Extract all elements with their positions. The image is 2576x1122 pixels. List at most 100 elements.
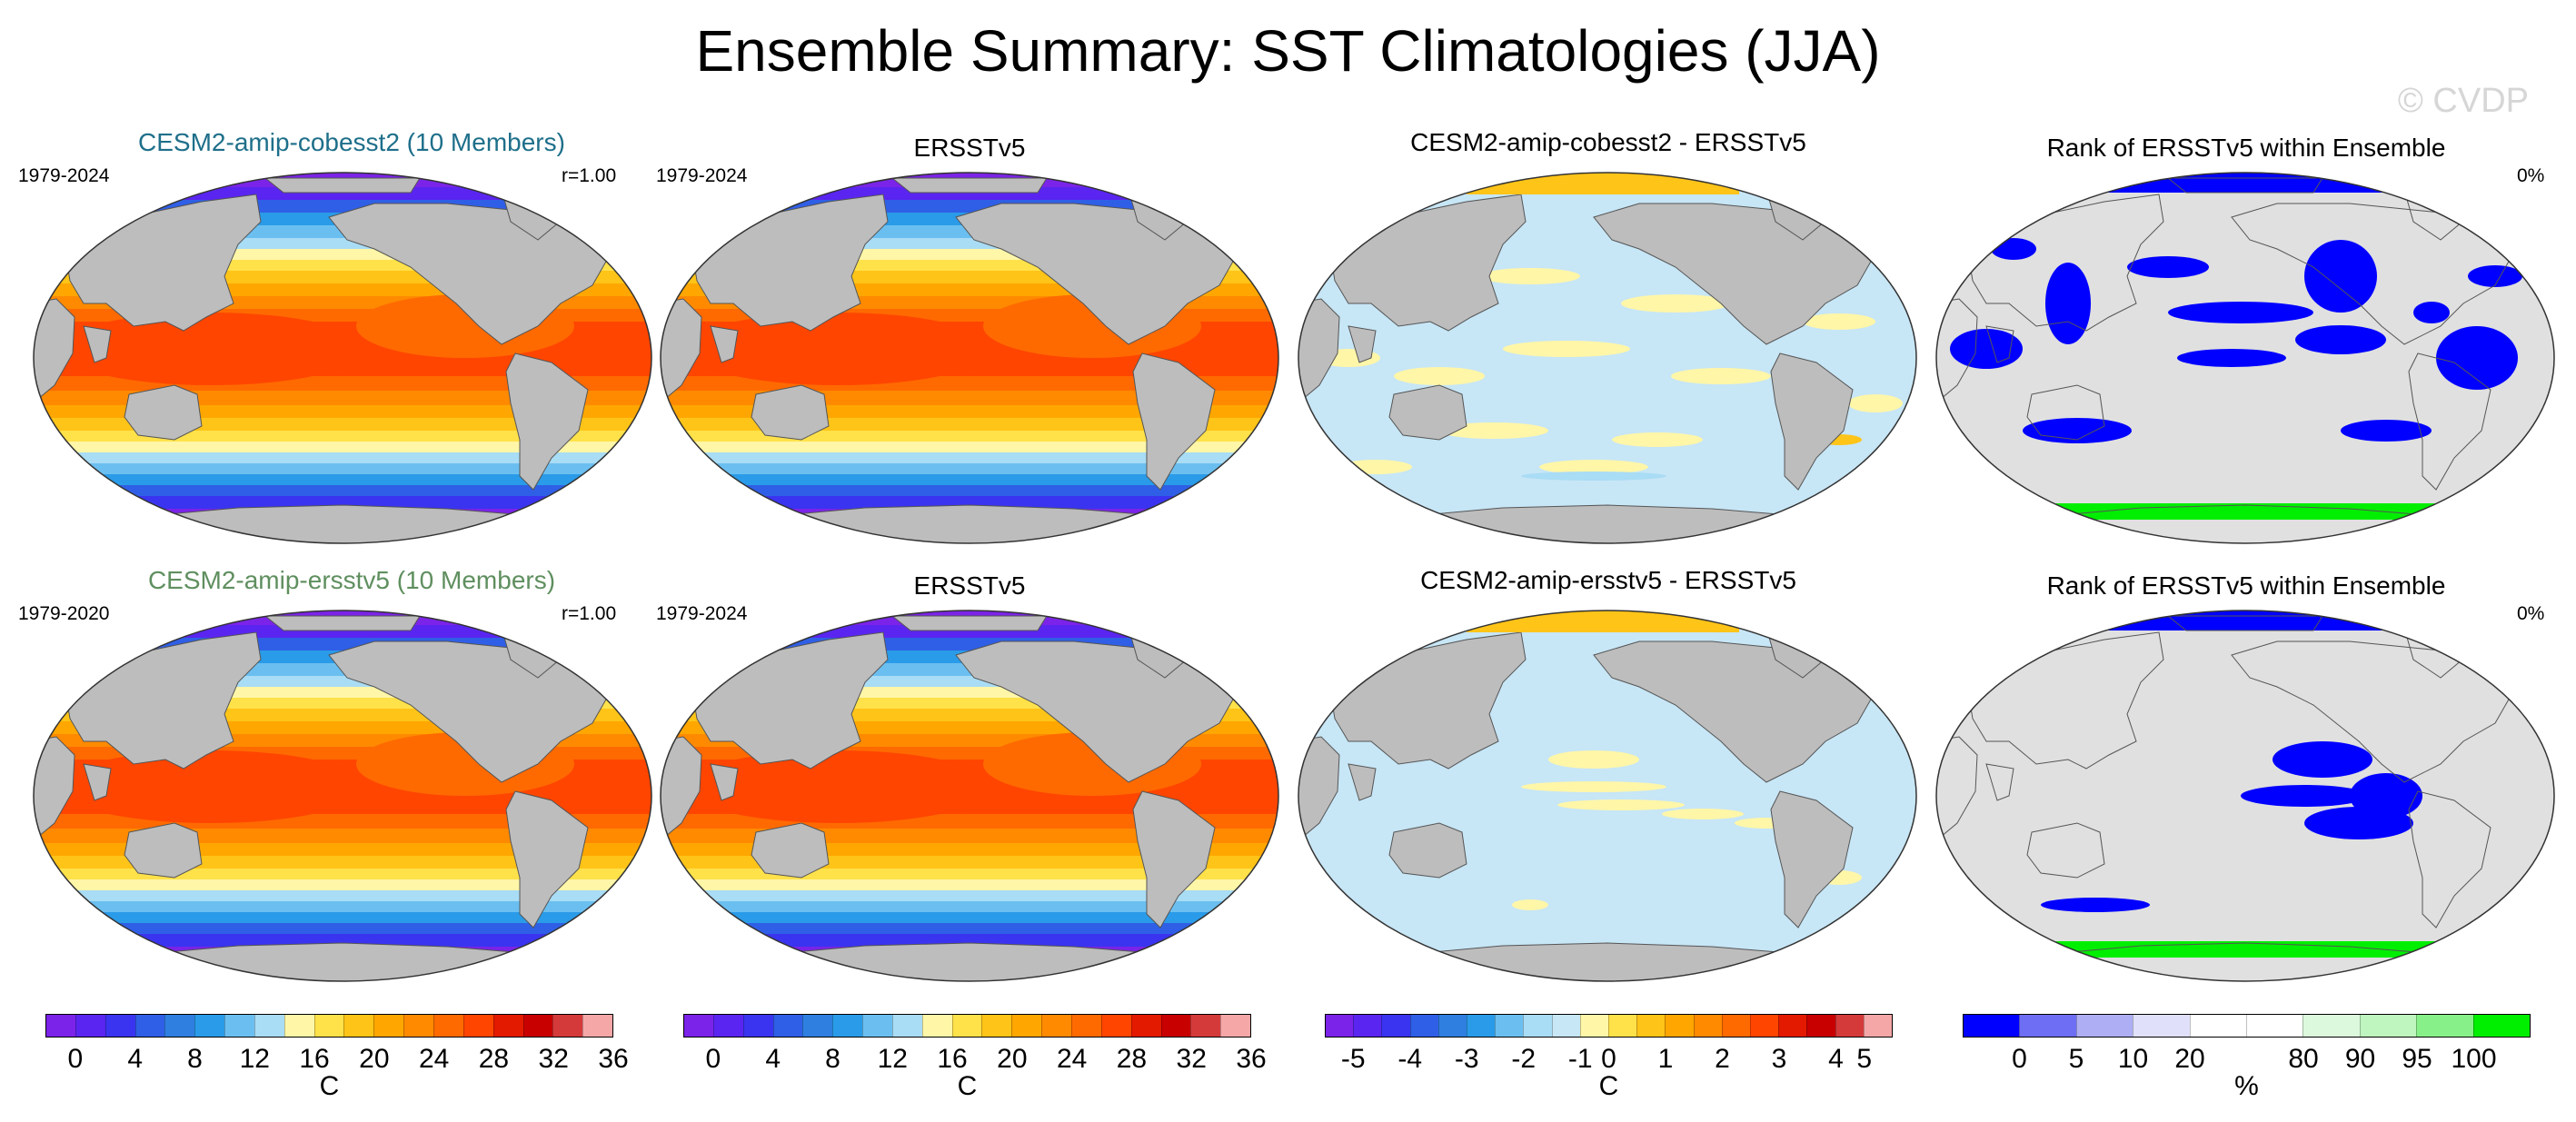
colorbar-temp-1-tick: 32 <box>538 1044 569 1074</box>
land-mass <box>710 325 739 363</box>
sst-band <box>661 463 1278 474</box>
rank-low-region <box>1986 611 2513 631</box>
colorbar-swatch <box>46 1015 75 1037</box>
sst-band <box>34 934 651 947</box>
colorbar-temp-1-tick: 0 <box>67 1044 84 1074</box>
colorbar-temp-2-tick: 16 <box>937 1044 968 1074</box>
land-mass <box>328 640 612 783</box>
colorbar-swatch <box>552 1015 583 1037</box>
land-mass <box>2026 384 2105 441</box>
land-mass <box>2231 203 2514 345</box>
map-border <box>1935 610 2555 982</box>
land-mass <box>1770 352 1854 491</box>
sst-band <box>34 638 651 650</box>
colorbar-diff-tick: -2 <box>1511 1044 1537 1074</box>
colorbar-swatch <box>75 1015 105 1037</box>
sst-band <box>661 638 1278 650</box>
colorbar-swatch <box>1070 1015 1101 1037</box>
colorbar-rank-tick: 0 <box>2012 1044 2027 1074</box>
colorbar-rank-tick: 95 <box>2402 1044 2432 1074</box>
watermark: © CVDP <box>2397 82 2529 120</box>
sst-band <box>34 485 651 496</box>
colorbar-temp-2-tick: 20 <box>997 1044 1028 1074</box>
colorbar-swatch <box>742 1015 773 1037</box>
sst-band <box>34 890 651 901</box>
colorbar-temp-2 <box>683 1014 1251 1038</box>
colorbar-swatch <box>1863 1015 1893 1037</box>
warm-pool <box>683 313 992 385</box>
colorbar-swatch <box>1160 1015 1191 1037</box>
sst-band <box>34 452 651 463</box>
sst-band <box>661 934 1278 947</box>
rank-low-region <box>2241 785 2368 807</box>
colorbar-swatch <box>862 1015 892 1037</box>
colorbar-swatch <box>492 1015 523 1037</box>
diff-positive-patch <box>1548 750 1639 769</box>
map-diff-row1 <box>1298 172 1917 544</box>
colorbar-temp-1-tick: 24 <box>418 1044 450 1074</box>
model-years-row1: 1979-2024 <box>18 165 110 186</box>
colorbar-temp-1-tick: 8 <box>187 1044 203 1074</box>
colorbar-swatch <box>684 1015 713 1037</box>
land-mass <box>2166 177 2323 194</box>
diff-title-row2: CESM2-amip-ersstv5 - ERSSTv5 <box>1420 566 1796 594</box>
land-mass <box>34 736 75 838</box>
rank-title-row1: Rank of ERSSTv5 within Ensemble <box>2046 134 2446 162</box>
colorbar-temp-2-tick: 12 <box>877 1044 908 1074</box>
colorbar-swatch <box>1551 1015 1580 1037</box>
land-mass <box>1298 298 1340 400</box>
colorbar-swatch <box>891 1015 922 1037</box>
colorbar-swatch <box>1130 1015 1161 1037</box>
sst-band <box>661 890 1278 901</box>
land-mass <box>751 384 830 441</box>
rank-low-region <box>2177 349 2286 367</box>
land-mass <box>2408 790 2491 928</box>
model-r-row1: r=1.00 <box>562 165 617 186</box>
colorbar-swatch <box>1806 1015 1835 1037</box>
main-title: Ensemble Summary: SST Climatologies (JJA… <box>695 18 1881 84</box>
land-mass <box>1936 298 1978 400</box>
land-mass <box>264 615 421 631</box>
colorbar-temp-2-tick: 0 <box>705 1044 721 1074</box>
rank-low-region <box>2041 898 2150 912</box>
land-mass <box>1132 790 1216 928</box>
land-mass <box>1967 631 2164 770</box>
sst-band <box>34 912 651 923</box>
model-title-row1: CESM2-amip-cobesst2 (10 Members) <box>138 128 565 156</box>
colorbar-swatch <box>1636 1015 1666 1037</box>
land-mass <box>1936 736 1978 838</box>
colorbar-swatch <box>1100 1015 1131 1037</box>
diff-title-row1: CESM2-amip-cobesst2 - ERSSTv5 <box>1410 128 1806 156</box>
colorbar-diff-tick: -3 <box>1454 1044 1479 1074</box>
colorbar-swatch <box>1721 1015 1751 1037</box>
sst-band <box>34 923 651 934</box>
diff-positive-patch <box>1671 368 1771 384</box>
colorbar-temp-1-unit-label: C <box>319 1071 340 1101</box>
colorbar-swatch <box>1190 1015 1221 1037</box>
land-mass <box>1593 640 1876 783</box>
sst-band <box>34 200 651 213</box>
colorbar-temp-1-tick: 36 <box>598 1044 629 1074</box>
colorbar-rank-tick: 10 <box>2117 1044 2149 1074</box>
diff-positive-patch <box>1848 394 1903 412</box>
colorbar-rank-tick: 5 <box>2068 1044 2084 1074</box>
land-mass <box>890 615 1048 631</box>
land-mass <box>505 352 589 491</box>
colorbar-swatch <box>104 1015 135 1037</box>
colorbar-swatch <box>2302 1015 2360 1037</box>
land-mass <box>955 203 1238 345</box>
colorbar-swatch <box>1750 1015 1779 1037</box>
colorbar-temp-1-tick: 20 <box>359 1044 390 1074</box>
sst-band <box>661 901 1278 912</box>
colorbar-temp-2-tick: 24 <box>1056 1044 1088 1074</box>
land-mass <box>1593 203 1876 345</box>
sst-band <box>34 442 651 452</box>
rank-low-region <box>2127 256 2209 278</box>
sst-band <box>661 474 1278 485</box>
land-mass <box>710 763 739 801</box>
colorbar-swatch <box>1041 1015 1071 1037</box>
colorbar-temp-2-tick: 28 <box>1116 1044 1148 1074</box>
diff-negative-patch <box>1521 472 1666 481</box>
land-mass <box>2166 615 2323 631</box>
colorbar-diff-tick: 1 <box>1657 1044 1674 1074</box>
